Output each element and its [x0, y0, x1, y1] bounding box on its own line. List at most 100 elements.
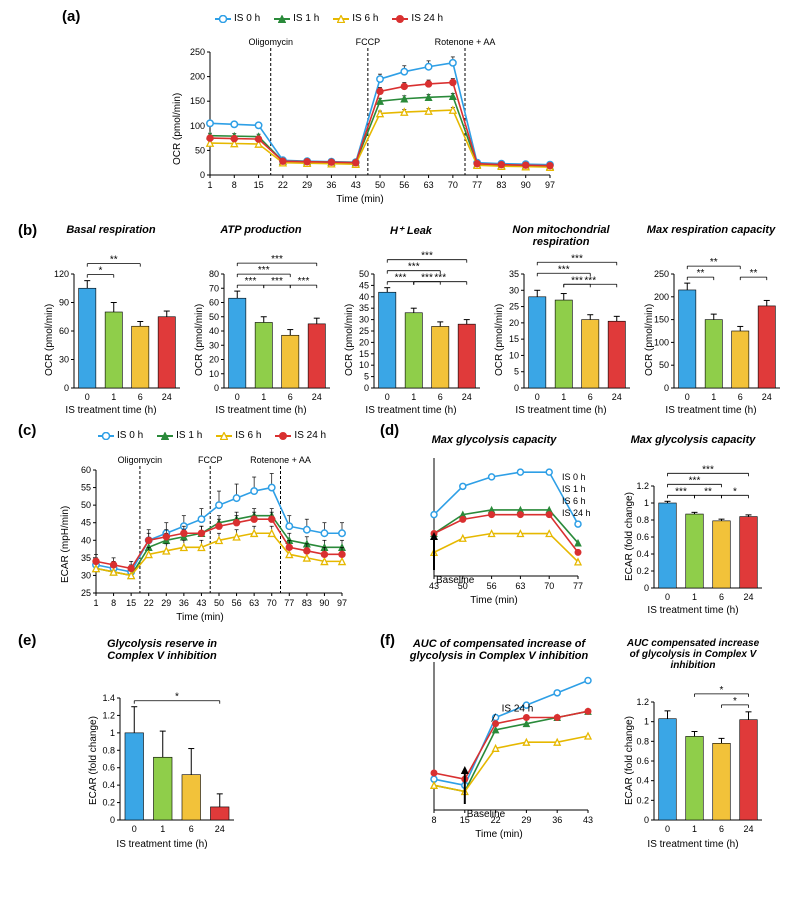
- svg-text:**: **: [704, 486, 712, 497]
- svg-text:1.2: 1.2: [102, 710, 115, 720]
- svg-text:***: ***: [675, 486, 687, 497]
- svg-text:250: 250: [654, 269, 669, 279]
- svg-text:Baseline: Baseline: [436, 575, 475, 586]
- svg-text:55: 55: [81, 483, 91, 493]
- svg-text:***: ***: [408, 262, 420, 273]
- xlabel-f-bar: IS treatment time (h): [618, 839, 768, 850]
- svg-text:0: 0: [214, 383, 219, 393]
- svg-text:5: 5: [364, 372, 369, 382]
- xlabel-b-0: IS treatment time (h): [36, 405, 186, 416]
- svg-text:60: 60: [59, 326, 69, 336]
- svg-text:22: 22: [278, 180, 288, 190]
- svg-text:50: 50: [209, 312, 219, 322]
- svg-text:1: 1: [160, 824, 165, 834]
- svg-text:90: 90: [521, 180, 531, 190]
- svg-text:40: 40: [209, 326, 219, 336]
- svg-text:***: ***: [689, 475, 701, 486]
- svg-text:IS 24 h: IS 24 h: [502, 704, 534, 715]
- svg-text:100: 100: [190, 121, 205, 131]
- svg-text:0: 0: [514, 383, 519, 393]
- chart-b-2: H⁺ Leak0510152025303540455001624********…: [336, 226, 486, 416]
- svg-text:1: 1: [93, 598, 98, 608]
- svg-text:77: 77: [472, 180, 482, 190]
- svg-text:***: ***: [434, 273, 446, 284]
- xlabel-a: Time (min): [160, 194, 560, 205]
- title-b-3: Non mitochondrial respiration: [486, 224, 636, 248]
- svg-text:Rotenone + AA: Rotenone + AA: [250, 455, 311, 465]
- svg-text:0: 0: [64, 383, 69, 393]
- svg-text:FCCP: FCCP: [198, 455, 223, 465]
- svg-text:6: 6: [588, 392, 593, 402]
- svg-text:1: 1: [111, 392, 116, 402]
- svg-text:1.4: 1.4: [102, 693, 115, 703]
- svg-text:24: 24: [162, 392, 172, 402]
- svg-text:***: ***: [421, 251, 433, 262]
- svg-text:24: 24: [215, 824, 225, 834]
- xlabel-d-line: Time (min): [404, 595, 584, 606]
- svg-text:15: 15: [509, 334, 519, 344]
- xlabel-d-bar: IS treatment time (h): [618, 605, 768, 616]
- svg-text:50: 50: [659, 360, 669, 370]
- ylabel-b-1: OCR (pmol/min): [194, 304, 205, 376]
- svg-text:0: 0: [385, 392, 390, 402]
- svg-text:200: 200: [190, 72, 205, 82]
- svg-text:***: ***: [395, 273, 407, 284]
- svg-text:6: 6: [438, 392, 443, 402]
- svg-text:6: 6: [719, 824, 724, 834]
- svg-text:70: 70: [209, 283, 219, 293]
- svg-text:20: 20: [209, 355, 219, 365]
- svg-text:***: ***: [558, 264, 570, 275]
- svg-text:29: 29: [521, 815, 531, 825]
- svg-text:15: 15: [359, 349, 369, 359]
- title-b-2: H⁺ Leak: [336, 224, 486, 237]
- svg-text:63: 63: [515, 581, 525, 591]
- svg-text:0.6: 0.6: [102, 763, 115, 773]
- svg-text:***: ***: [271, 254, 283, 265]
- svg-text:63: 63: [424, 180, 434, 190]
- svg-text:0: 0: [665, 592, 670, 602]
- svg-text:29: 29: [161, 598, 171, 608]
- svg-text:10: 10: [359, 360, 369, 370]
- svg-text:43: 43: [583, 815, 593, 825]
- svg-text:97: 97: [545, 180, 555, 190]
- svg-text:*: *: [720, 685, 724, 696]
- svg-text:***: ***: [271, 276, 283, 287]
- svg-text:0: 0: [685, 392, 690, 402]
- svg-text:45: 45: [81, 518, 91, 528]
- title-e: Glycolysis reserve in Complex V inhibiti…: [82, 638, 242, 662]
- svg-text:36: 36: [552, 815, 562, 825]
- svg-text:56: 56: [487, 581, 497, 591]
- chart-panel-f-bar: AUC compensated increase of glycolysis i…: [618, 640, 768, 850]
- xlabel-c: Time (min): [50, 612, 350, 623]
- svg-text:25: 25: [509, 302, 519, 312]
- svg-text:0.4: 0.4: [636, 776, 649, 786]
- svg-text:Oligomycin: Oligomycin: [118, 455, 163, 465]
- svg-text:1: 1: [692, 824, 697, 834]
- svg-text:0.8: 0.8: [102, 745, 115, 755]
- svg-text:60: 60: [81, 465, 91, 475]
- ylabel-b-3: OCR (pmol/min): [494, 304, 505, 376]
- ylabel-f-bar: ECAR (fold change): [624, 716, 635, 805]
- svg-text:1: 1: [561, 392, 566, 402]
- svg-text:0: 0: [664, 383, 669, 393]
- xlabel-b-3: IS treatment time (h): [486, 405, 636, 416]
- ylabel-c: ECAR (mpH/min): [60, 506, 71, 583]
- svg-text:6: 6: [189, 824, 194, 834]
- panel-label-c: (c): [18, 422, 36, 439]
- xlabel-b-2: IS treatment time (h): [336, 405, 486, 416]
- title-b-4: Max respiration capacity: [636, 224, 786, 236]
- panel-label-b: (b): [18, 222, 37, 239]
- svg-text:30: 30: [209, 340, 219, 350]
- svg-text:0.4: 0.4: [636, 549, 649, 559]
- title-d-bar: Max glycolysis capacity: [618, 434, 768, 446]
- svg-text:1: 1: [692, 592, 697, 602]
- svg-text:***: ***: [571, 253, 583, 264]
- svg-text:30: 30: [509, 285, 519, 295]
- title-f-line: AUC of compensated increase of glycolysi…: [404, 638, 594, 662]
- svg-text:0.4: 0.4: [102, 780, 115, 790]
- ylabel-e: ECAR (fold change): [88, 716, 99, 805]
- svg-text:Oligomycin: Oligomycin: [248, 37, 293, 47]
- svg-text:80: 80: [209, 269, 219, 279]
- svg-text:200: 200: [654, 292, 669, 302]
- svg-text:50: 50: [359, 269, 369, 279]
